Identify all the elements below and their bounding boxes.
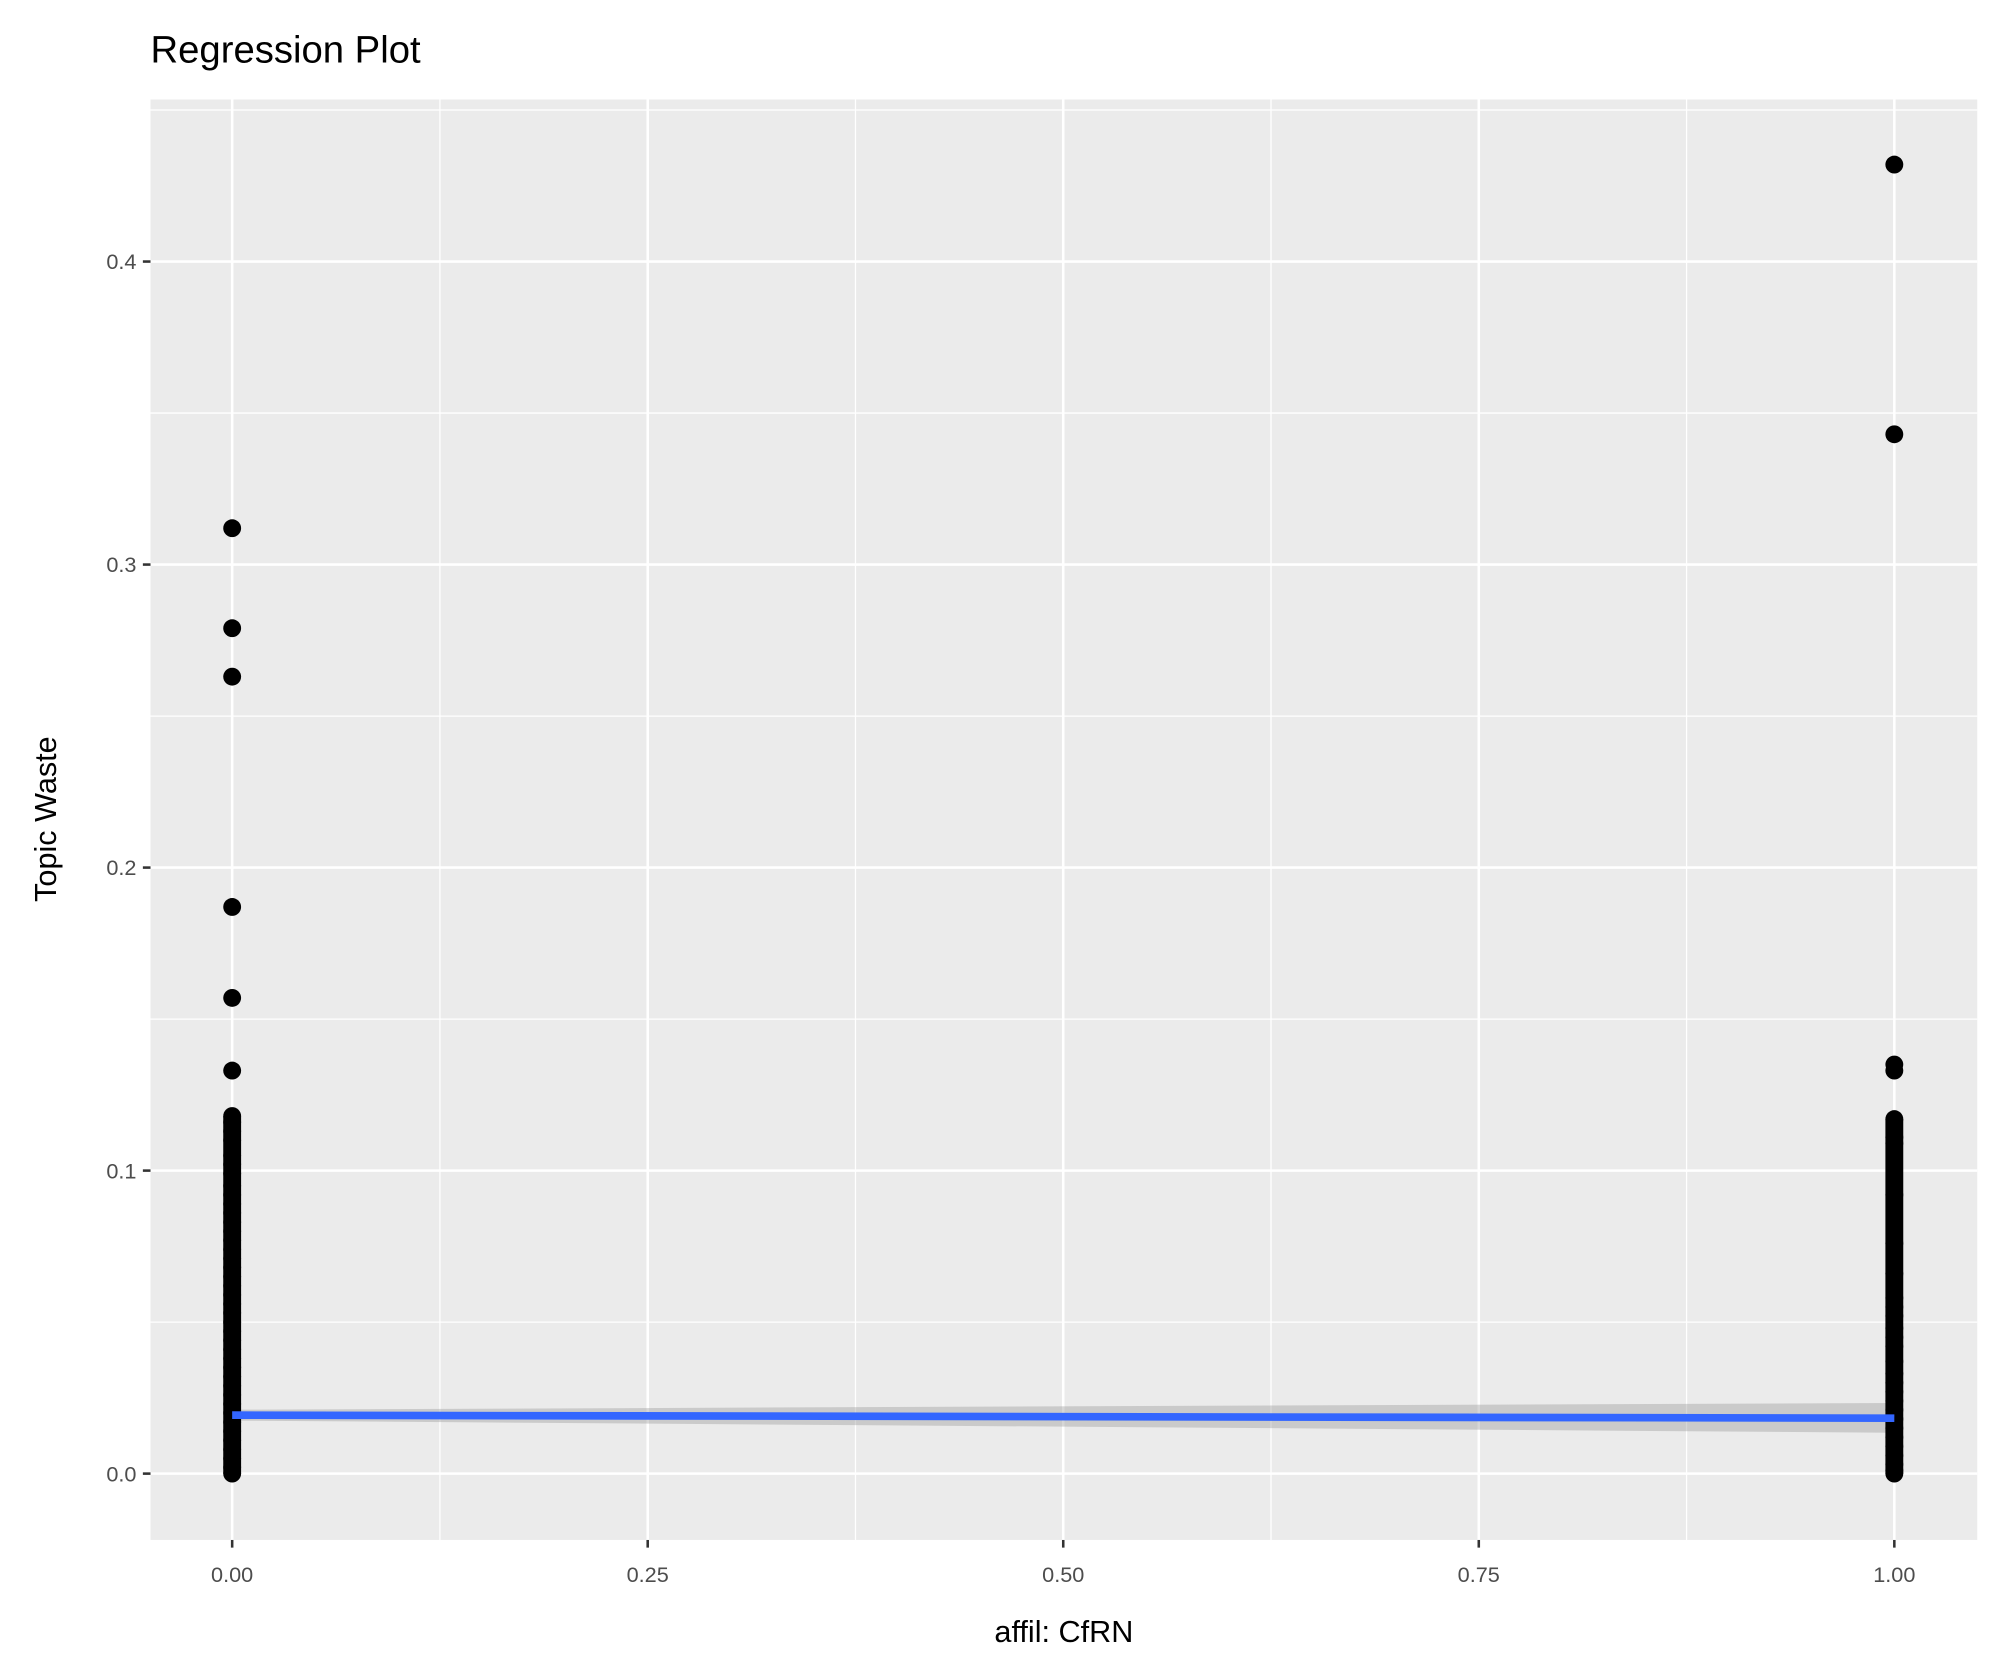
data-point bbox=[1885, 1061, 1904, 1080]
x-tick-label: 0.75 bbox=[1458, 1562, 1500, 1587]
y-tick-label: 0.3 bbox=[106, 552, 136, 577]
regression-line bbox=[232, 1411, 1895, 1422]
data-point bbox=[223, 988, 242, 1007]
data-point bbox=[1885, 155, 1904, 174]
y-tick-label: 0.4 bbox=[106, 249, 136, 274]
y-tick-label: 0.2 bbox=[106, 855, 136, 880]
data-point-cluster bbox=[223, 1116, 242, 1474]
data-point bbox=[1885, 425, 1904, 444]
y-axis-label: Topic Waste bbox=[29, 736, 63, 902]
y-tick-label: 0.1 bbox=[106, 1158, 136, 1183]
data-point bbox=[223, 519, 242, 538]
data-point bbox=[223, 1061, 242, 1080]
data-point-cluster bbox=[1885, 1119, 1904, 1474]
data-point bbox=[223, 898, 242, 916]
data-point bbox=[223, 667, 242, 686]
data-point bbox=[223, 619, 242, 638]
y-tick-label: 0.0 bbox=[106, 1461, 136, 1486]
x-tick-label: 0.25 bbox=[627, 1562, 669, 1587]
x-tick-label: 0.00 bbox=[211, 1562, 253, 1587]
x-tick-label: 1.00 bbox=[1873, 1562, 1915, 1587]
x-tick-label: 0.50 bbox=[1042, 1562, 1084, 1587]
chart-title: Regression Plot bbox=[151, 29, 421, 72]
x-axis-label: affil: CfRN bbox=[994, 1615, 1133, 1649]
